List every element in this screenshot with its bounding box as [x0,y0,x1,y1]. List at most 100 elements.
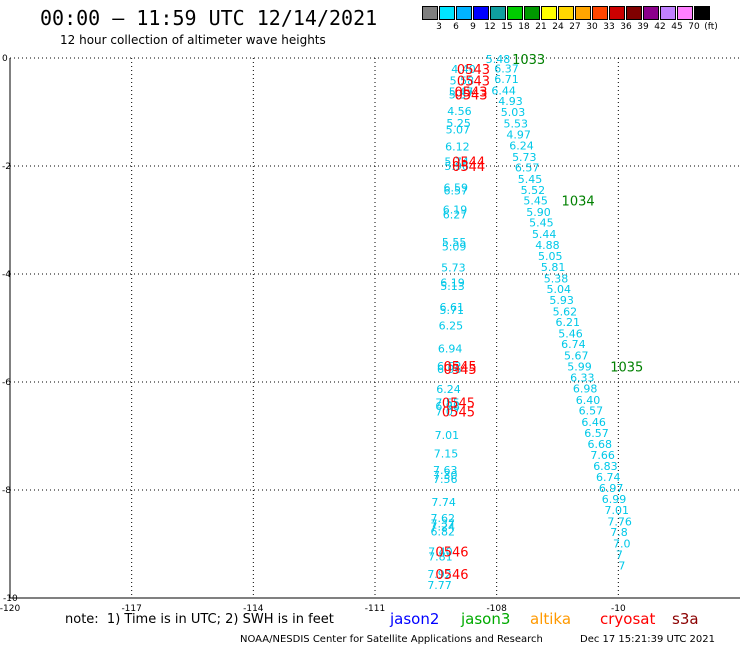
swh-data-label: 5.71 [439,304,464,317]
legend-swatch [507,6,523,20]
x-tick-label: -111 [365,604,385,614]
timestamp: Dec 17 15:21:39 UTC 2021 [580,634,715,645]
swh-data-label: 5.53 [504,117,529,130]
swh-data-label: 5.81 [541,261,566,274]
legend-tick-label: 15 [501,22,513,32]
time-label: 1035 [610,360,643,375]
swh-data-label: 5.04 [547,283,572,296]
swh-data-label: 5.37 [449,89,474,102]
swh-data-label: 7.30 [433,469,458,482]
swh-data-label: 7.15 [434,447,459,460]
swh-data-label: 5.13 [440,280,465,293]
legend-tick-label: 70 [688,22,700,32]
swh-data-label: 6.99 [602,493,627,506]
swh-data-label: 5.55 [442,236,467,249]
satellite-legend-s3a: s3a [672,610,699,628]
time-label: 0546 [435,568,468,583]
swh-data-label: 6.46 [581,416,606,429]
swh-data-label: 6.96 [437,363,462,376]
swh-data-label: 5.25 [446,117,471,130]
swh-data-label: 6.25 [439,319,464,332]
swh-data-label: 6.19 [440,277,465,290]
legend-tick-label: 39 [637,22,649,32]
swh-data-label: 6.94 [438,343,463,356]
swh-data-label: 5.44 [532,228,557,241]
legend-swatch [541,6,557,20]
legend-swatch [473,6,489,20]
time-label: 0543 [454,89,487,104]
satellite-legend-jason2: jason2 [390,610,440,628]
legend-tick-label: (ft) [704,22,718,32]
time-label: 0544 [452,156,485,171]
swh-data-label: 7 [618,560,625,573]
legend-swatch [558,6,574,20]
legend-swatch [439,6,455,20]
legend-tick-label: 30 [586,22,598,32]
legend-swatch [524,6,540,20]
y-tick-label: 0 [2,54,8,64]
swh-data-label: 4.97 [506,129,531,142]
legend-swatch [660,6,676,20]
time-label: 0545 [442,397,475,412]
legend-swatch [456,6,472,20]
swh-data-label: 7.07 [435,406,460,419]
satellite-legend-altika: altika [530,610,572,628]
swh-data-label: 7.74 [431,496,456,509]
legend-swatch [609,6,625,20]
swh-data-label: 7.37 [431,517,456,530]
swh-data-label: 5.05 [538,250,563,263]
chart-subtitle: 12 hour collection of altimeter wave hei… [60,33,326,47]
y-tick-label: -4 [2,270,11,280]
swh-data-label: 6.74 [596,471,621,484]
swh-data-label: 6.74 [561,338,586,351]
swh-data-label: 5.58 [450,75,475,88]
swh-data-label: 6.37 [494,62,519,75]
x-tick-label: -10 [611,604,626,614]
swh-data-label: 6.33 [570,372,595,385]
swh-data-label: 5.62 [553,305,578,318]
swh-data-label: 6.98 [435,400,460,413]
footnote: note: 1) Time is in UTC; 2) SWH is in fe… [65,612,334,627]
legend-tick-label: 24 [552,22,564,32]
time-label: 1034 [562,195,595,210]
swh-data-label: 5.67 [564,350,589,363]
swh-data-label: 5.96 [444,160,469,173]
swh-data-label: 5.45 [529,217,554,230]
swh-data-label: 6.68 [588,438,613,451]
swh-data-label: 7.0 [613,537,631,550]
swh-data-label: 4.56 [447,105,472,118]
swh-data-label: 6.97 [599,482,624,495]
legend-tick-label: 33 [603,22,615,32]
swh-data-label: 6.59 [444,182,469,195]
legend-swatch [677,6,693,20]
legend-swatch [575,6,591,20]
swh-data-label: 7.66 [590,449,615,462]
swh-data-label: 5.03 [501,106,526,119]
credits: NOAA/NESDIS Center for Satellite Applica… [240,634,543,645]
swh-data-label: 5.93 [549,294,574,307]
swh-data-label: 6.27 [443,209,468,222]
time-label: 0545 [442,406,475,421]
swh-data-label: 6.83 [593,460,618,473]
swh-data-label: 7 [616,548,623,561]
legend-swatch [694,6,710,20]
time-label: 0545 [444,360,477,375]
legend-swatch [592,6,608,20]
swh-data-label: 4.40 [451,63,476,76]
swh-data-label: 6.24 [436,383,461,396]
swh-data-label: 6.12 [445,141,470,154]
time-label: 0544 [452,160,485,175]
legend-tick-label: 21 [535,22,547,32]
legend-swatch [490,6,506,20]
x-tick-label: -117 [121,604,141,614]
swh-data-label: 5.74 [444,156,469,169]
swh-data-label: 7.81 [428,550,453,563]
legend-tick-label: 45 [671,22,683,32]
swh-data-label: 4.88 [535,239,560,252]
swh-data-label: 6.98 [573,382,598,395]
swh-data-label: 5.46 [558,327,583,340]
swh-data-label: 7.76 [607,515,632,528]
time-label: 1033 [512,53,545,68]
